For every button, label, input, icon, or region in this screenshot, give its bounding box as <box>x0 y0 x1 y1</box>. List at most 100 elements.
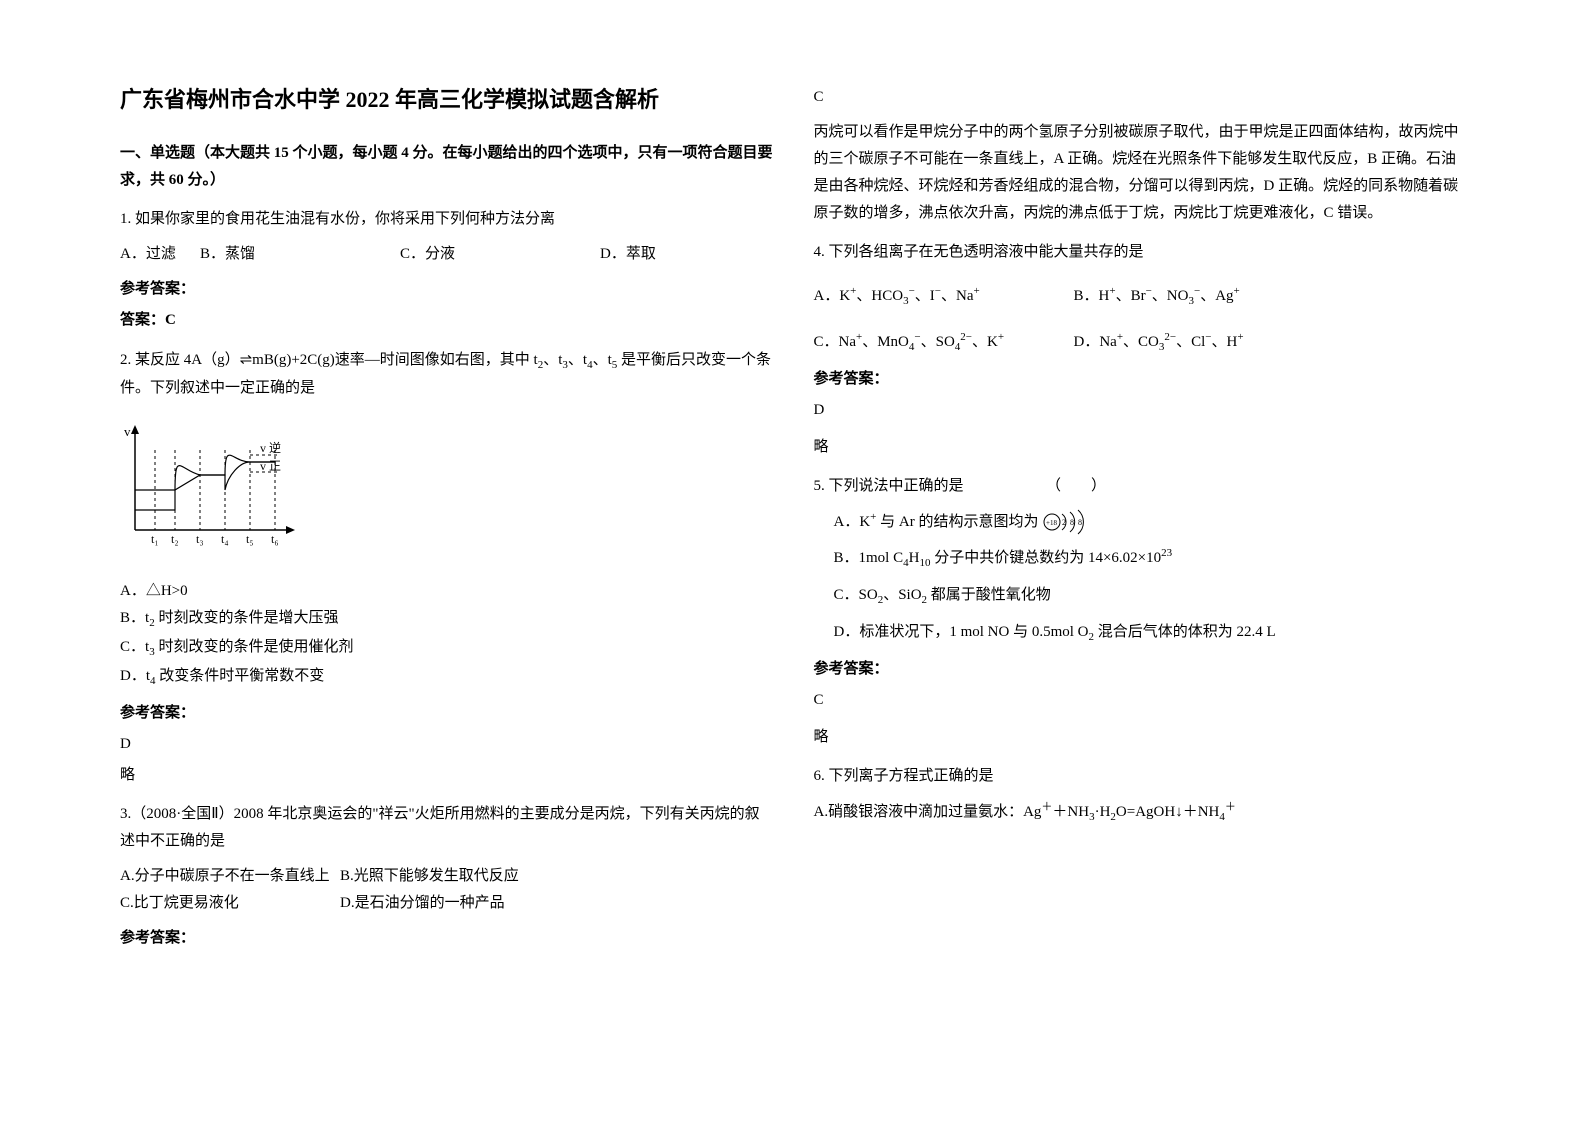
right-column: C 丙烷可以看作是甲烷分子中的两个氢原子分别被碳原子取代，由于甲烷是正四面体结构… <box>794 80 1488 1082</box>
q2-answer-label: 参考答案： <box>120 700 774 727</box>
q4d2: 、Cl <box>1176 334 1205 350</box>
supAg: + <box>1234 285 1240 297</box>
supNa: + <box>974 285 980 297</box>
q4-optA: A．K+、HCO3−、I−、Na+ <box>814 282 1074 312</box>
q2-note: 略 <box>120 762 774 789</box>
q2c1: C．t <box>120 639 149 655</box>
q4-optC: C．Na+、MnO4−、SO42−、K+ <box>814 328 1074 358</box>
page-title: 广东省梅州市合水中学 2022 年高三化学模拟试题含解析 <box>120 80 774 120</box>
supSO4: 2− <box>960 331 972 343</box>
q4c3: 、K <box>972 334 998 350</box>
supK2: + <box>998 331 1004 343</box>
atom-structure-icon: +18 2 8 8 <box>1042 508 1086 536</box>
q4d0: D．Na <box>1074 334 1117 350</box>
q3-row2: C.比丁烷更易液化 D.是石油分馏的一种产品 <box>120 890 774 917</box>
q2-t1: 2. 某反应 4A（g） <box>120 352 240 368</box>
q5-answer: C <box>814 687 1468 714</box>
q5-answer-label: 参考答案： <box>814 656 1468 683</box>
q5-optD: D．标准状况下，1 mol NO 与 0.5mol O2 混合后气体的体积为 2… <box>834 619 1468 648</box>
q3-optD: D.是石油分馏的一种产品 <box>340 890 505 917</box>
q2-answer: D <box>120 731 774 758</box>
q2-optC: C．t3 时刻改变的条件是使用催化剂 <box>120 634 774 663</box>
svg-text:8: 8 <box>1070 518 1074 527</box>
q1-optC: C．分液 <box>400 241 600 268</box>
axis-v-label: v <box>124 424 131 439</box>
q3-answer: C <box>814 84 1468 111</box>
q4b2: 、NO <box>1152 288 1189 304</box>
q6a4: O=AgOH↓＋NH <box>1116 804 1219 820</box>
q4b3: 、Ag <box>1200 288 1233 304</box>
q5-optB: B．1mol C4H10 分子中共价键总数约为 14×6.02×1023 <box>834 544 1468 574</box>
q2d2: 改变条件时平衡常数不变 <box>156 668 325 684</box>
tick-t6: t₆ <box>271 532 279 546</box>
q4b0: B．H <box>1074 288 1110 304</box>
svg-text:8: 8 <box>1078 518 1082 527</box>
q5b2: H <box>909 550 920 566</box>
q4-optB: B．H+、Br−、NO3−、Ag+ <box>1074 282 1240 312</box>
q5c3: 都属于酸性氧化物 <box>927 587 1051 603</box>
q4c1: 、MnO <box>862 334 909 350</box>
q4-answer: D <box>814 397 1468 424</box>
q4-answer-label: 参考答案： <box>814 366 1468 393</box>
q4-row2: C．Na+、MnO4−、SO42−、K+ D．Na+、CO32−、Cl−、H+ <box>814 328 1468 358</box>
q6a3: ·H <box>1095 804 1111 820</box>
q5-optA: A．K+ 与 Ar 的结构示意图均为 +18 2 8 8 <box>834 508 1468 537</box>
q5c2: 、SiO <box>883 587 921 603</box>
question-4: 4. 下列各组离子在无色透明溶液中能大量共存的是 <box>814 239 1468 266</box>
q3-optA: A.分子中碳原子不在一条直线上 <box>120 863 340 890</box>
supAg2: ＋ <box>1041 801 1052 813</box>
tick-t1: t₁ <box>151 532 159 546</box>
q6-optA: A.硝酸银溶液中滴加过量氨水：Ag＋＋NH3·H2O=AgOH↓＋NH4＋ <box>814 798 1468 828</box>
q4b1: 、Br <box>1116 288 1146 304</box>
section-header: 一、单选题（本大题共 15 个小题，每小题 4 分。在每小题给出的四个选项中，只… <box>120 140 774 194</box>
svg-text:2: 2 <box>1062 518 1066 527</box>
svg-text:+18: +18 <box>1046 519 1057 527</box>
v-reverse-label: v 逆 <box>260 440 281 455</box>
q5d1: D．标准状况下，1 mol NO 与 0.5mol O <box>834 624 1089 640</box>
q5a2: 与 Ar 的结构示意图均为 <box>876 514 1038 530</box>
tick-t2: t₂ <box>171 532 179 546</box>
q2-t2: mB(g)+2C(g)速率—时间图像如右图，其中 t <box>252 352 538 368</box>
q2-t4: 、t <box>568 352 587 368</box>
v-forward-label: v 正 <box>260 459 281 473</box>
equilibrium-icon: ⇌ <box>240 351 253 368</box>
q5-note: 略 <box>814 724 1468 751</box>
q2-optD: D．t4 改变条件时平衡常数不变 <box>120 663 774 692</box>
sub10: 10 <box>919 557 930 569</box>
tick-t3: t₃ <box>196 532 204 546</box>
question-1: 1. 如果你家里的食用花生油混有水份，你将采用下列何种方法分离 <box>120 206 774 233</box>
q6a1: A.硝酸银溶液中滴加过量氨水：Ag <box>814 804 1042 820</box>
q2-optA: A．△H>0 <box>120 578 774 605</box>
q2-optB: B．t2 时刻改变的条件是增大压强 <box>120 605 774 634</box>
supNH4: ＋ <box>1225 801 1236 813</box>
q4d1: 、CO <box>1123 334 1159 350</box>
q5c1: C．SO <box>834 587 878 603</box>
q4-optD: D．Na+、CO32−、Cl−、H+ <box>1074 328 1244 358</box>
q2-t3: 、t <box>543 352 562 368</box>
q4c0: C．Na <box>814 334 857 350</box>
q1-options: A．过滤 B．蒸馏 C．分液 D．萃取 <box>120 241 774 268</box>
q4d3: 、H <box>1212 334 1238 350</box>
q4-note: 略 <box>814 434 1468 461</box>
q5b3: 分子中共价键总数约为 14×6.02×10 <box>930 550 1161 566</box>
q5-optC: C．SO2、SiO2 都属于酸性氧化物 <box>834 582 1468 611</box>
q3-optC: C.比丁烷更易液化 <box>120 890 340 917</box>
q5d2: 混合后气体的体积为 22.4 L <box>1094 624 1276 640</box>
left-column: 广东省梅州市合水中学 2022 年高三化学模拟试题含解析 一、单选题（本大题共 … <box>100 80 794 1082</box>
q2-t5: 、t <box>593 352 612 368</box>
q1-answer-label: 参考答案： <box>120 276 774 303</box>
q4a0: A．K <box>814 288 851 304</box>
q6a2: ＋NH <box>1052 804 1089 820</box>
q4a3: 、Na <box>941 288 974 304</box>
q1-optB: B．蒸馏 <box>200 241 400 268</box>
q2-options: A．△H>0 B．t2 时刻改变的条件是增大压强 C．t3 时刻改变的条件是使用… <box>120 578 774 691</box>
q2b2: 时刻改变的条件是增大压强 <box>155 610 339 626</box>
q5b1: B．1mol C <box>834 550 904 566</box>
q4a1: 、HCO <box>856 288 903 304</box>
q3-explain: 丙烷可以看作是甲烷分子中的两个氢原子分别被碳原子取代，由于甲烷是正四面体结构，故… <box>814 119 1468 227</box>
q2b1: B．t <box>120 610 149 626</box>
q2d1: D．t <box>120 668 150 684</box>
supH2: + <box>1237 331 1243 343</box>
q5a1: A．K <box>834 514 871 530</box>
question-6: 6. 下列离子方程式正确的是 <box>814 763 1468 790</box>
